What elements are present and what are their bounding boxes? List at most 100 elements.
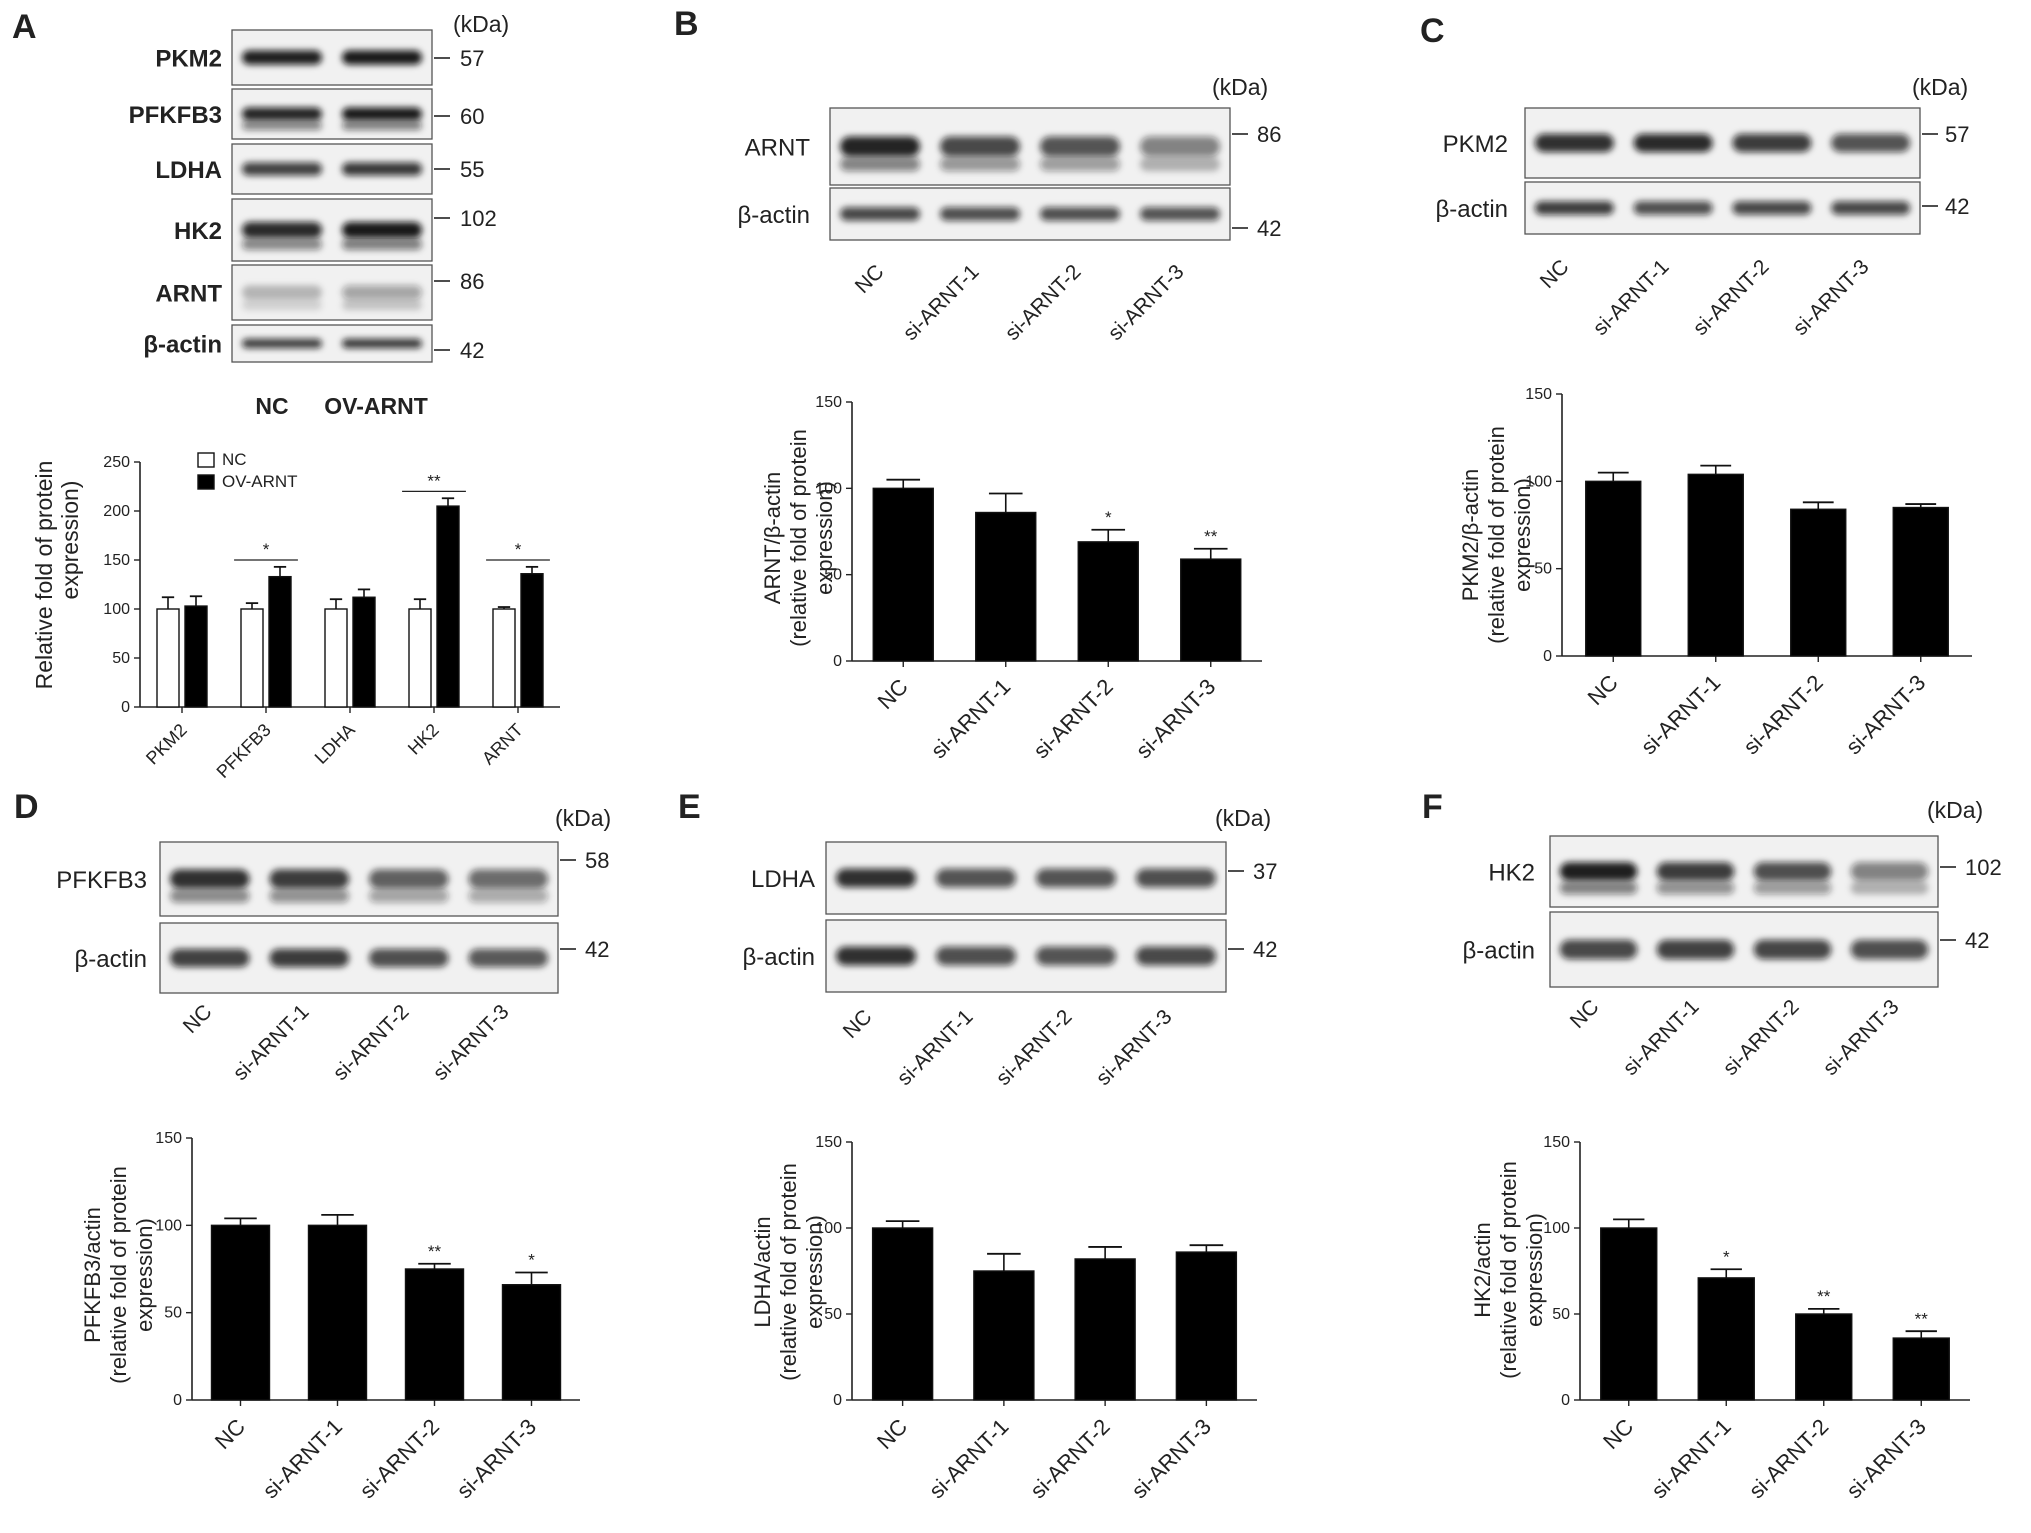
y-tick-label: 150	[815, 1134, 842, 1151]
blot-row-label: ARNT	[155, 281, 222, 308]
legend-label: NC	[222, 450, 247, 469]
bar	[1697, 1277, 1755, 1401]
blot-row-label: LDHA	[751, 866, 815, 893]
y-axis-title: HK2/actin (relative fold of protein expres…	[1470, 1161, 1547, 1379]
legend: NC OV-ARNT	[197, 450, 298, 491]
kda-marker: 86	[460, 269, 484, 294]
blot-band	[1140, 207, 1220, 221]
blot-band-secondary	[468, 889, 549, 903]
y-tick-label: 50	[824, 1306, 842, 1323]
y-axis-title-line: expression)	[1522, 1213, 1547, 1327]
x-tick-label: HK2	[404, 720, 443, 759]
y-axis-title: ARNT/β-actin (relative fold of protein exp…	[760, 429, 837, 647]
bar	[1790, 508, 1847, 657]
blot-band	[1753, 939, 1832, 960]
bar	[1074, 1258, 1136, 1401]
blot-band	[242, 50, 322, 65]
blot-band	[940, 207, 1020, 221]
y-tick-label: 50	[1552, 1306, 1570, 1323]
y-tick-label: 0	[1561, 1392, 1570, 1409]
blot-band	[1732, 201, 1812, 215]
blot-lane-label: NC	[179, 1000, 217, 1038]
bar	[352, 596, 376, 708]
bar	[268, 575, 292, 708]
blot-row: LDHA 55	[155, 143, 484, 195]
blot-band	[368, 869, 449, 889]
significance-mark: **	[428, 1242, 442, 1261]
blot-lane-label: NC	[1536, 255, 1574, 293]
y-tick-label: 50	[1534, 561, 1552, 578]
blot-band	[468, 948, 549, 968]
blot-row: β-actin 42	[75, 922, 609, 994]
blot-band	[169, 869, 250, 889]
panel-letter: C	[1420, 12, 1445, 50]
x-tick-label: NC	[210, 1414, 250, 1454]
kda-marker: 42	[585, 937, 609, 962]
kda-marker: 42	[460, 338, 484, 363]
blot-row: β-actin 42	[1463, 911, 1989, 988]
y-axis-title-line: expression)	[802, 1215, 827, 1329]
y-tick-label: 200	[103, 503, 130, 520]
bar	[1892, 506, 1949, 657]
bar	[404, 1268, 465, 1401]
y-tick-label: 0	[121, 699, 130, 716]
y-axis-title: Relative fold of protein expression)	[31, 461, 83, 690]
bar	[436, 505, 460, 708]
kda-unit-label: (kDa)	[1215, 805, 1271, 831]
western-blot: (kDa) LDHA 37 β-actin 42 NC si-ARNT-1 si-ARNT-2…	[743, 805, 1278, 1090]
blot-band	[936, 868, 1016, 888]
bar	[210, 1224, 271, 1401]
y-axis-title-line: PKM2/β-actin	[1458, 469, 1483, 601]
bar	[156, 608, 180, 708]
blot-band-secondary	[368, 889, 449, 903]
blot-row: β-actin 42	[743, 919, 1277, 993]
blot-band	[269, 948, 350, 968]
blot-band-secondary	[242, 121, 322, 130]
x-tick-label: LDHA	[311, 720, 359, 768]
blot-band	[936, 946, 1016, 966]
x-tick-label: si-ARNT-3	[1131, 674, 1220, 763]
blot-band-secondary	[1656, 881, 1735, 895]
kda-marker: 42	[1253, 937, 1277, 962]
kda-marker: 102	[460, 206, 497, 231]
y-tick-label: 150	[155, 1130, 182, 1147]
y-tick-label: 100	[155, 1217, 182, 1234]
blot-band	[242, 162, 322, 176]
y-axis-title-line: expression)	[1510, 478, 1535, 592]
bar	[520, 573, 544, 708]
x-tick-label: NC	[1598, 1414, 1638, 1454]
panel-letter: E	[678, 788, 701, 826]
blot-band	[368, 948, 449, 968]
blot-band	[1831, 201, 1911, 215]
significance-mark: **	[1204, 527, 1218, 546]
blot-band	[342, 285, 422, 300]
blot-band	[342, 107, 422, 121]
blot-band-secondary	[342, 121, 422, 130]
x-tick-label: NC	[873, 674, 913, 714]
y-axis-title-line: expression)	[57, 481, 83, 600]
blot-band	[1656, 939, 1735, 960]
blot-band	[1040, 136, 1120, 157]
bar	[973, 1270, 1035, 1401]
blot-band	[836, 946, 916, 966]
y-axis-title-line: (relative fold of protein	[786, 429, 811, 647]
bar	[975, 511, 1037, 662]
western-blot: (kDa) ARNT 86 β-actin 42 NC si-ARNT-1 si-ARNT-2…	[738, 74, 1282, 345]
blot-band	[1850, 862, 1929, 881]
blot-row-label: HK2	[174, 218, 222, 245]
blot-row: β-actin 42	[1436, 181, 1969, 235]
y-tick-label: 100	[815, 480, 842, 497]
bar	[871, 1227, 934, 1401]
kda-unit-label: (kDa)	[1212, 74, 1268, 100]
x-tick-label: si-ARNT-2	[1738, 670, 1827, 759]
blot-band	[342, 338, 422, 349]
y-axis-title: PFKFB3/actin (relative fold of protein exp…	[80, 1166, 157, 1384]
blot-lane-label: si-ARNT-1	[1619, 995, 1704, 1080]
y-axis-title-line: HK2/actin	[1470, 1222, 1495, 1317]
blot-row: HK2 102	[1488, 835, 2002, 908]
panel-letter: B	[674, 5, 699, 43]
